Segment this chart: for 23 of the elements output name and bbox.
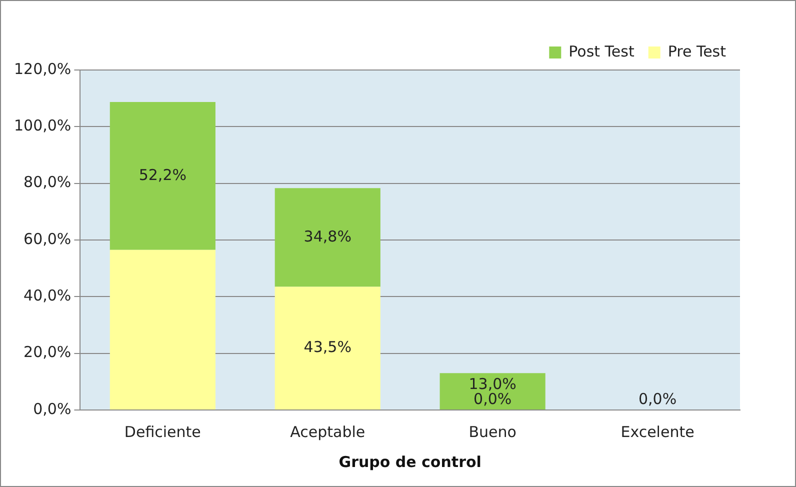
x-tick-label: Bueno: [468, 422, 516, 441]
y-tick-label: 100,0%: [14, 116, 72, 135]
y-tick-label: 60,0%: [24, 230, 72, 248]
y-tick-label: 40,0%: [24, 286, 72, 305]
x-tick-label: Excelente: [620, 422, 694, 441]
bar: [440, 373, 546, 410]
data-label: 43,5%: [304, 338, 352, 356]
legend-label: Post Test: [568, 42, 634, 60]
data-label: 52,2%: [138, 166, 186, 184]
y-tick-label: 120,0%: [14, 60, 72, 78]
y-tick-label: 20,0%: [24, 343, 72, 362]
y-tick-label: 80,0%: [24, 173, 72, 192]
data-label: 34,8%: [304, 227, 352, 246]
x-tick-label: Deficiente: [124, 422, 201, 441]
x-axis-title: Grupo de control: [338, 452, 482, 471]
legend-label: Pre Test: [668, 42, 726, 60]
bar: [110, 250, 216, 410]
bar: [274, 188, 380, 287]
bar: [274, 286, 380, 410]
bar: [110, 102, 216, 250]
y-tick-label: 0,0%: [33, 400, 72, 418]
x-tick-label: Aceptable: [290, 422, 366, 441]
data-label: 0,0%: [638, 390, 677, 408]
